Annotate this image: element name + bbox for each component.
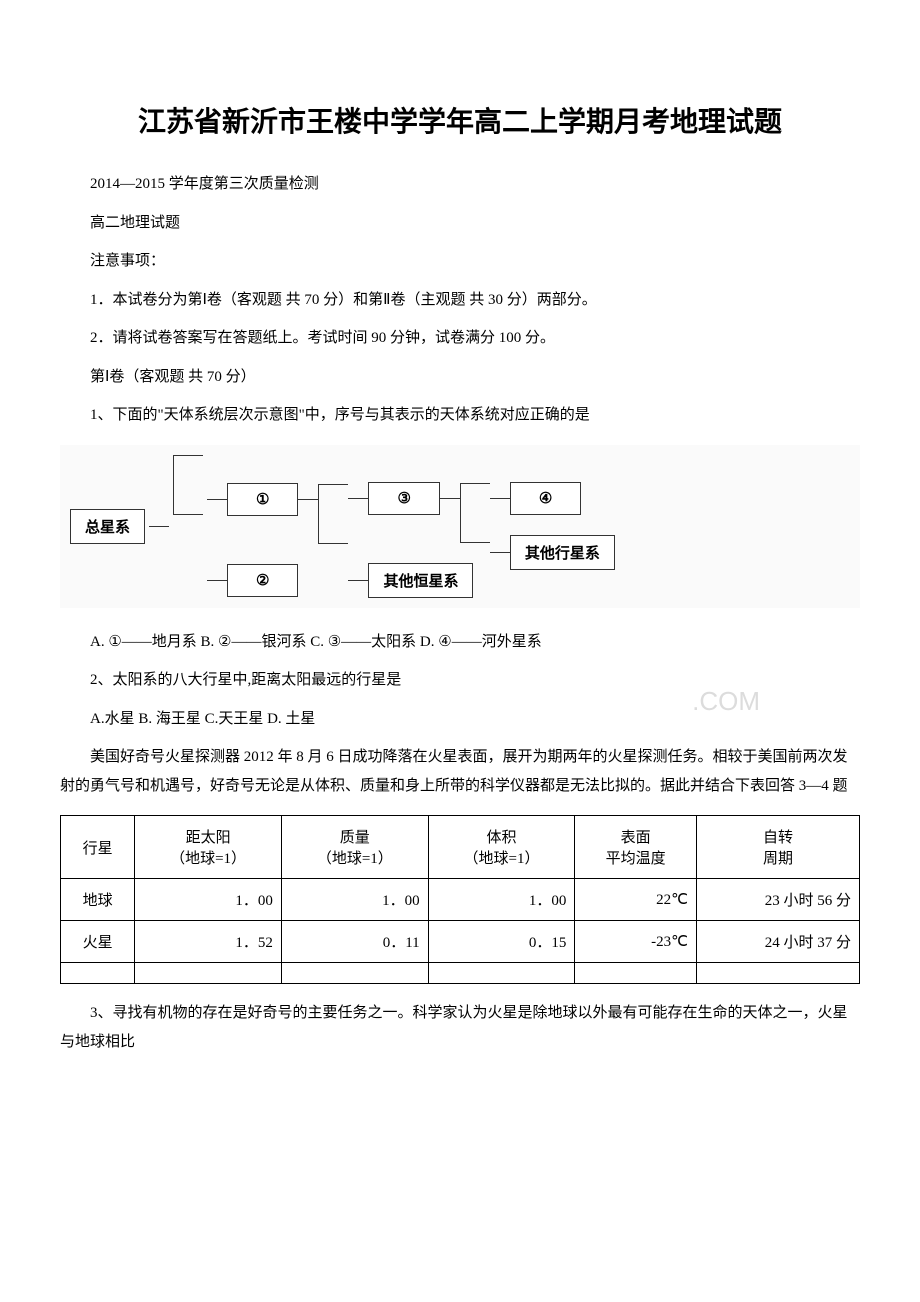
diagram-connector [440, 498, 460, 499]
diagram-connector [149, 526, 169, 527]
table-cell: 1．00 [135, 879, 282, 921]
table-row: 火星 1．52 0．11 0．15 -23℃ 24 小时 37 分 [61, 921, 860, 963]
table-header: 表面 平均温度 [575, 816, 697, 879]
question-1: 1、下面的"天体系统层次示意图"中，序号与其表示的天体系统对应正确的是 [60, 401, 860, 430]
table-header: 自转 周期 [696, 816, 859, 879]
subject: 高二地理试题 [60, 209, 860, 238]
question-2: 2、太阳系的八大行星中,距离太阳最远的行星是 [60, 666, 860, 695]
table-cell [428, 963, 575, 984]
notice-2: 2．请将试卷答案写在答题纸上。考试时间 90 分钟，试卷满分 100 分。 [60, 324, 860, 353]
table-header: 距太阳 （地球=1） [135, 816, 282, 879]
table-row: 地球 1．00 1．00 1．00 22℃ 23 小时 56 分 [61, 879, 860, 921]
table-cell [281, 963, 428, 984]
section-1-header: 第Ⅰ卷（客观题 共 70 分） [60, 363, 860, 392]
page-title: 江苏省新沂市王楼中学学年高二上学期月考地理试题 [60, 100, 860, 140]
table-cell [61, 963, 135, 984]
question-3: 3、寻找有机物的存在是好奇号的主要任务之一。科学家认为火星是除地球以外最有可能存… [60, 999, 860, 1056]
question-1-options: A. ①——地月系 B. ②——银河系 C. ③——太阳系 D. ④——河外星系 [60, 628, 860, 657]
table-cell: 23 小时 56 分 [696, 879, 859, 921]
diagram-bracket [173, 455, 203, 515]
table-cell [696, 963, 859, 984]
diagram-node-4: ④ [510, 482, 581, 515]
table-cell [135, 963, 282, 984]
diagram-root: 总星系 [70, 509, 145, 544]
table-header-row: 行星 距太阳 （地球=1） 质量 （地球=1） 体积 （地球=1） 表面 平均温… [61, 816, 860, 879]
diagram-connector [348, 580, 368, 581]
diagram-bracket [318, 484, 348, 544]
table-cell: 24 小时 37 分 [696, 921, 859, 963]
diagram-label-2: 其他行星系 [510, 535, 615, 570]
diagram-connector [490, 552, 510, 553]
diagram-connector [207, 580, 227, 581]
planet-data-table: 行星 距太阳 （地球=1） 质量 （地球=1） 体积 （地球=1） 表面 平均温… [60, 815, 860, 984]
table-cell: 1．52 [135, 921, 282, 963]
question-2-options: A.水星 B. 海王星 C.天王星 D. 土星 [60, 705, 860, 734]
passage-text: 美国好奇号火星探测器 2012 年 8 月 6 日成功降落在火星表面，展开为期两… [60, 743, 860, 800]
diagram-connector [490, 498, 510, 499]
table-cell: 火星 [61, 921, 135, 963]
table-cell: 1．00 [281, 879, 428, 921]
table-cell [575, 963, 697, 984]
table-cell: 1．00 [428, 879, 575, 921]
table-cell: 0．15 [428, 921, 575, 963]
diagram-connector [207, 499, 227, 500]
diagram-label-1: 其他恒星系 [368, 563, 473, 598]
table-cell: 0．11 [281, 921, 428, 963]
diagram-connector [348, 498, 368, 499]
diagram-node-3: ③ [368, 482, 439, 515]
notice-header: 注意事项： [60, 247, 860, 276]
table-cell: 22℃ [575, 879, 697, 921]
diagram-node-2: ② [227, 564, 298, 597]
table-empty-row [61, 963, 860, 984]
diagram-bracket [460, 483, 490, 543]
diagram-node-1: ① [227, 483, 298, 516]
table-header: 行星 [61, 816, 135, 879]
notice-1: 1．本试卷分为第Ⅰ卷（客观题 共 70 分）和第Ⅱ卷（主观题 共 30 分）两部… [60, 286, 860, 315]
subtitle: 2014—2015 学年度第三次质量检测 [60, 170, 860, 199]
diagram-connector [298, 499, 318, 500]
table-header: 质量 （地球=1） [281, 816, 428, 879]
table-cell: -23℃ [575, 921, 697, 963]
hierarchy-diagram: 总星系 ① ② ③ 其他恒星系 [60, 445, 860, 608]
table-cell: 地球 [61, 879, 135, 921]
table-header: 体积 （地球=1） [428, 816, 575, 879]
